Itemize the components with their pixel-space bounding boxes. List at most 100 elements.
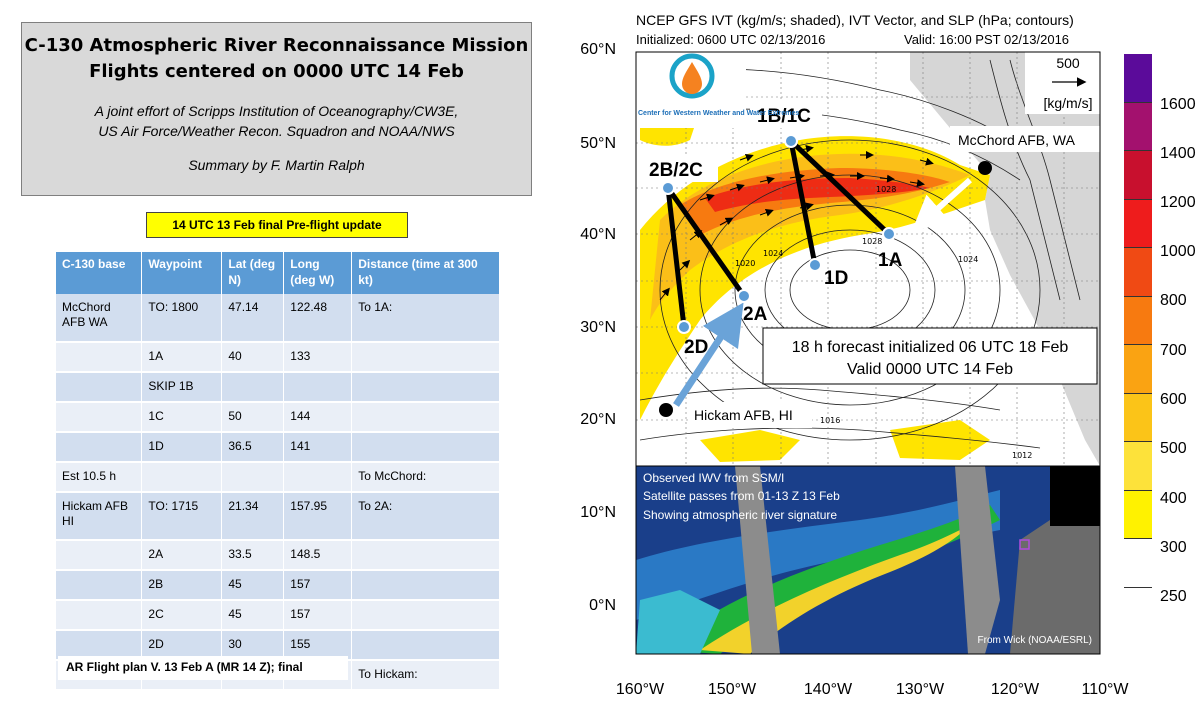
table-row: 1D 36.5 141 bbox=[56, 432, 500, 463]
sat-caption-line-3: Showing atmospheric river signature bbox=[643, 508, 837, 522]
lat-label: 30°N bbox=[580, 319, 616, 336]
table-cell: 1C bbox=[141, 402, 223, 433]
isobar-label: 1012 bbox=[1012, 451, 1032, 460]
lon-label: 110°W bbox=[1081, 681, 1129, 698]
table-row: Hickam AFB HI TO: 1715 21.34 157.95 To 2A: bbox=[56, 492, 500, 541]
mcchord-outbound-arrow bbox=[911, 177, 972, 232]
colorbar-swatch bbox=[1124, 199, 1152, 248]
table-cell bbox=[283, 462, 353, 493]
label-bg bbox=[642, 154, 718, 182]
colorbar-label: 1400 bbox=[1160, 145, 1196, 162]
update-badge: 14 UTC 13 Feb final Pre-flight update bbox=[146, 212, 408, 238]
logo-text: Center for Western Weather and Water Ext… bbox=[638, 110, 799, 117]
vector-ref-bg bbox=[1025, 52, 1100, 114]
table-row: 1A 40 133 bbox=[56, 342, 500, 373]
colorbar-label: 1200 bbox=[1160, 194, 1196, 211]
flight-plan-table: C-130 base Waypoint Lat (deg N) Long (de… bbox=[56, 252, 500, 691]
iwv-ar-band bbox=[660, 505, 1000, 654]
colorbar-label: 800 bbox=[1160, 292, 1187, 309]
colorbar-swatch bbox=[1124, 539, 1152, 588]
table-row: 2A 33.5 148.5 bbox=[56, 540, 500, 571]
lat-label: 40°N bbox=[580, 226, 616, 243]
table-cell bbox=[351, 372, 500, 403]
colorbar-label: 1600 bbox=[1160, 96, 1196, 113]
table-body: McChord AFB WA TO: 1800 47.14 122.48 To 1A: 1… bbox=[56, 294, 500, 691]
lon-label: 150°W bbox=[707, 681, 757, 698]
title-line-1: C-130 Atmospheric River Reconnaissance M… bbox=[24, 35, 529, 56]
table-cell bbox=[351, 630, 500, 661]
colorbar-swatch bbox=[1124, 296, 1152, 345]
table-cell: 45 bbox=[221, 570, 285, 601]
colorbar bbox=[1124, 54, 1152, 588]
table-cell: Est 10.5 h bbox=[56, 462, 143, 493]
iwv-tropical-moisture bbox=[636, 590, 720, 654]
table-cell: 1D bbox=[141, 432, 223, 463]
satellite-gap bbox=[955, 466, 1000, 654]
table-cell: To McChord: bbox=[351, 462, 500, 493]
table-cell bbox=[351, 432, 500, 463]
table-cell: TO: 1800 bbox=[141, 294, 223, 343]
lon-label: 120°W bbox=[990, 681, 1040, 698]
waypoint-label-2b2c: 2B/2C bbox=[649, 160, 703, 181]
ivt-shading-1000 bbox=[705, 178, 930, 212]
sat-credit: From Wick (NOAA/ESRL) bbox=[978, 635, 1092, 646]
table-row: Est 10.5 h To McChord: bbox=[56, 462, 500, 493]
map-title: NCEP GFS IVT (kg/m/s; shaded), IVT Vecto… bbox=[636, 12, 1074, 28]
table-cell bbox=[351, 342, 500, 373]
title-box: C-130 Atmospheric River Reconnaissance M… bbox=[21, 22, 532, 196]
table-cell bbox=[56, 570, 143, 601]
column-header: Distance (time at 300 kt) bbox=[351, 252, 500, 294]
table-cell bbox=[56, 432, 143, 463]
table-cell: SKIP 1B bbox=[141, 372, 223, 403]
waypoint-markers bbox=[661, 134, 896, 334]
lat-label: 20°N bbox=[580, 411, 616, 428]
colorbar-label: 1000 bbox=[1160, 243, 1196, 260]
table-row: 1C 50 144 bbox=[56, 402, 500, 433]
table-row: McChord AFB WA TO: 1800 47.14 122.48 To 1A: bbox=[56, 294, 500, 343]
table-cell: 157 bbox=[283, 600, 353, 631]
colorbar-label: 500 bbox=[1160, 440, 1187, 457]
column-header: Lat (deg N) bbox=[221, 252, 285, 294]
waypoint-label-2d: 2D bbox=[684, 337, 708, 358]
coast-land bbox=[1010, 500, 1100, 654]
isobar-label: 1028 bbox=[876, 185, 896, 194]
effort-text: A joint effort of Scripps Institution of… bbox=[22, 101, 531, 141]
table-cell bbox=[56, 372, 143, 403]
table-cell: 33.5 bbox=[221, 540, 285, 571]
lon-label: 130°W bbox=[895, 681, 945, 698]
table-cell: To Hickam: bbox=[351, 660, 500, 691]
no-data-area bbox=[1050, 466, 1100, 526]
table-cell: 21.34 bbox=[221, 492, 285, 541]
colorbar-label: 250 bbox=[1160, 588, 1187, 605]
waypoint-label-1a: 1A bbox=[878, 250, 903, 271]
label-bg bbox=[750, 100, 822, 128]
satellite-gap bbox=[735, 466, 780, 654]
table-cell: 2B bbox=[141, 570, 223, 601]
waypoint-label-1d: 1D bbox=[824, 268, 848, 289]
colorbar-swatch bbox=[1124, 393, 1152, 442]
table-cell bbox=[56, 402, 143, 433]
effort-line-2: US Air Force/Weather Recon. Squadron and… bbox=[98, 123, 455, 139]
ivt-shading-south bbox=[700, 430, 800, 462]
table-cell bbox=[56, 600, 143, 631]
label-bg bbox=[950, 126, 1100, 152]
column-header: Waypoint bbox=[141, 252, 223, 294]
table-cell bbox=[351, 402, 500, 433]
hickam-outbound-arrow bbox=[673, 302, 744, 407]
isobar-label: 1020 bbox=[735, 259, 755, 268]
table-cell: Hickam AFB HI bbox=[56, 492, 143, 541]
table-cell: McChord AFB WA bbox=[56, 294, 143, 343]
table-header-row: C-130 base Waypoint Lat (deg N) Long (de… bbox=[56, 252, 500, 294]
satellite-iwv-panel: Observed IWV from SSM/I Satellite passes… bbox=[636, 466, 1100, 654]
effort-line-1: A joint effort of Scripps Institution of… bbox=[94, 103, 459, 119]
marker-box bbox=[1019, 539, 1030, 550]
table-cell: 50 bbox=[221, 402, 285, 433]
table-cell bbox=[283, 372, 353, 403]
table-cell: 141 bbox=[283, 432, 353, 463]
colorbar-swatch bbox=[1124, 248, 1152, 297]
waypoint-label-2a: 2A bbox=[743, 304, 768, 325]
table-row: SKIP 1B bbox=[56, 372, 500, 403]
table-cell: 157 bbox=[283, 570, 353, 601]
vector-ref-value: 500 bbox=[1056, 55, 1080, 71]
table-row: 2C 45 157 bbox=[56, 600, 500, 631]
